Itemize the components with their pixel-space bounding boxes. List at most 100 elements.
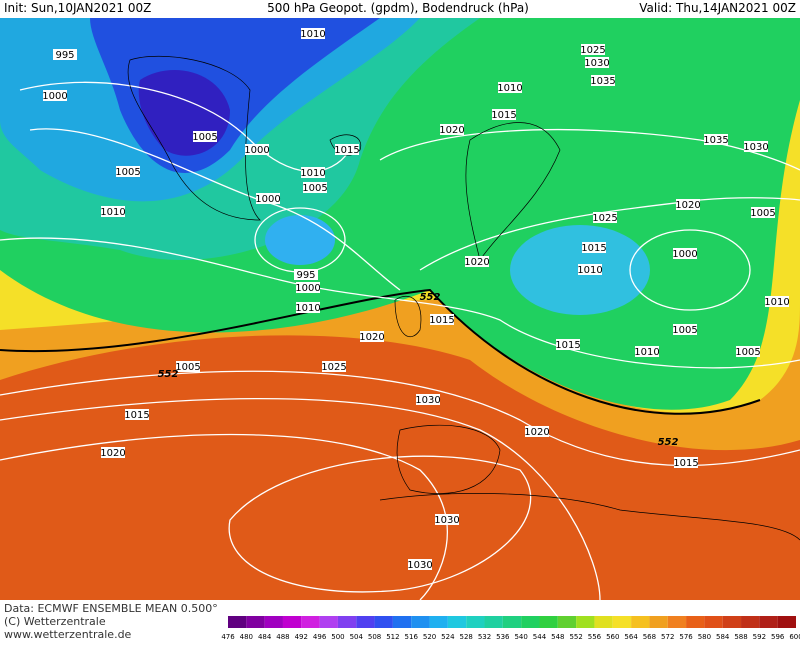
isobar-label: 1030 <box>584 58 609 69</box>
data-source: Data: ECMWF ENSEMBLE MEAN 0.500° <box>4 602 218 615</box>
label-bg <box>303 182 327 193</box>
scale-swatch <box>264 616 283 628</box>
label-bg <box>525 426 549 437</box>
label-bg <box>736 346 760 357</box>
scale-label: 588 <box>734 633 747 641</box>
map-title: 500 hPa Geopot. (gpdm), Bodendruck (hPa) <box>267 1 529 15</box>
isobar-label: 1010 <box>300 29 325 40</box>
scale-label: 564 <box>624 633 638 641</box>
isobar-label: 1005 <box>192 132 217 143</box>
label-bg <box>416 394 440 405</box>
scale-label: 480 <box>240 633 253 641</box>
scale-label: 548 <box>551 633 564 641</box>
scale-label: 540 <box>514 633 527 641</box>
scale-swatch <box>539 616 558 628</box>
scale-label: 488 <box>276 633 289 641</box>
scale-label: 544 <box>533 633 547 641</box>
isobar-label: 1030 <box>415 395 440 406</box>
scale-swatch <box>246 616 265 628</box>
scale-swatch <box>557 616 577 628</box>
scale-label: 532 <box>478 633 491 641</box>
label-bg <box>294 269 318 280</box>
field-cyan-low <box>265 215 335 265</box>
isobar-label: 1020 <box>439 125 464 136</box>
scale-label: 592 <box>753 633 766 641</box>
label-bg <box>301 167 325 178</box>
isobar-label: 1010 <box>100 207 125 218</box>
label-bg <box>301 28 325 39</box>
label-bg <box>335 144 359 155</box>
isobar-label: 1025 <box>580 45 605 56</box>
scale-swatch <box>521 616 540 628</box>
isobar-label: 1020 <box>464 257 489 268</box>
isobar-label: 1020 <box>524 427 549 438</box>
scale-label: 492 <box>295 633 308 641</box>
scale-swatch <box>411 616 430 628</box>
scale-label: 504 <box>350 633 364 641</box>
scale-swatch <box>667 616 687 628</box>
label-bg <box>125 409 149 420</box>
label-bg <box>53 49 77 60</box>
isobar-label: 995 <box>296 270 315 281</box>
isobar-label: 1015 <box>429 315 454 326</box>
scale-label: 568 <box>643 633 656 641</box>
scale-label: 508 <box>368 633 381 641</box>
contour-label: 552 <box>420 292 441 303</box>
scale-swatch <box>301 616 320 628</box>
scale-swatch <box>392 616 412 628</box>
scale-label: 496 <box>313 633 327 641</box>
scale-swatch <box>759 616 778 628</box>
label-bg <box>581 44 605 55</box>
label-bg <box>43 90 67 101</box>
scale-swatch <box>741 616 760 628</box>
label-bg <box>591 75 615 86</box>
scale-swatch <box>777 616 796 628</box>
valid-time: Valid: Thu,14JAN2021 00Z <box>639 1 796 15</box>
label-bg <box>673 248 697 259</box>
init-time: Init: Sun,10JAN2021 00Z <box>4 1 151 15</box>
scale-swatch <box>649 616 668 628</box>
color-scale: 476 480 484 488 492 496 500 504 508 512 516 520 524 5… <box>221 616 800 641</box>
label-bg <box>101 447 125 458</box>
isobar-label: 1015 <box>673 458 698 469</box>
label-bg <box>674 457 698 468</box>
copyright: (C) Wetterzentrale <box>4 615 106 628</box>
label-bg <box>176 361 200 372</box>
scale-swatch <box>228 616 247 628</box>
label-bg <box>296 302 320 313</box>
scale-swatch <box>502 616 522 628</box>
scale-swatch <box>576 616 595 628</box>
scale-label: 576 <box>679 633 693 641</box>
scale-label: 500 <box>331 633 344 641</box>
label-bg <box>704 134 728 145</box>
isobar-label: 1020 <box>359 332 384 343</box>
scale-swatch <box>631 616 650 628</box>
label-bg <box>360 331 384 342</box>
scale-label: 572 <box>661 633 674 641</box>
isobar-label: 1010 <box>300 168 325 179</box>
scale-swatch <box>612 616 632 628</box>
scale-label: 560 <box>606 633 619 641</box>
isobar-label: 1015 <box>581 243 606 254</box>
header-bar <box>0 0 800 18</box>
website: www.wetterzentrale.de <box>4 628 132 641</box>
label-bg <box>578 264 602 275</box>
scale-label: 524 <box>441 633 455 641</box>
isobar-label: 1005 <box>672 325 697 336</box>
label-bg <box>582 242 606 253</box>
label-bg <box>676 199 700 210</box>
isobar-label: 1035 <box>590 76 615 87</box>
contour-552 <box>0 288 761 415</box>
isobar-label: 1025 <box>592 213 617 224</box>
isobar-label: 1005 <box>302 183 327 194</box>
label-bg <box>193 131 217 142</box>
scale-swatch <box>356 616 375 628</box>
isobar-label: 1035 <box>703 135 728 146</box>
label-bg <box>765 296 789 307</box>
isobar-label: 1005 <box>175 362 200 373</box>
scale-label: 528 <box>460 633 473 641</box>
label-bg <box>296 282 320 293</box>
scale-label: 552 <box>569 633 582 641</box>
isobar-label: 995 <box>55 50 74 61</box>
